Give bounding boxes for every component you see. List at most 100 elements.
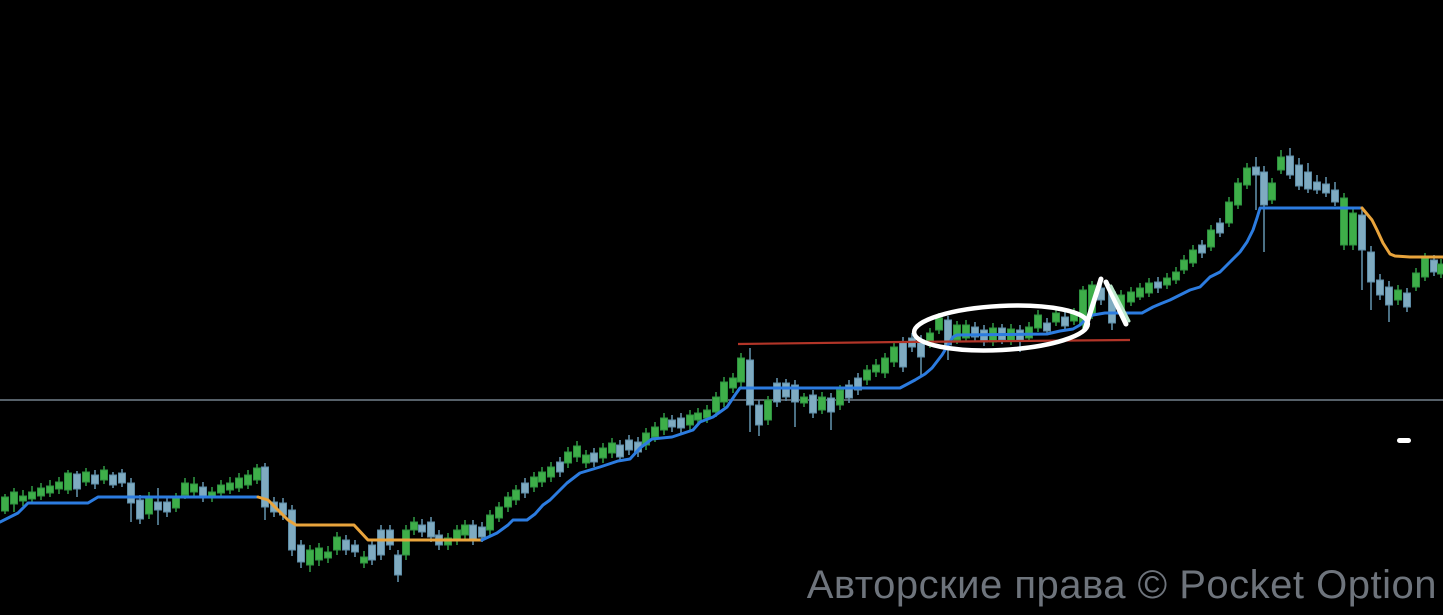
candle-bear [616,440,624,462]
candle-bull [872,359,880,377]
candle-body [720,381,728,403]
candle-bear [386,525,394,550]
candle-body [845,384,853,399]
candle-bear [944,316,952,360]
candle-bull [547,462,555,482]
candle-body [37,487,45,497]
candle-bull [190,477,198,496]
candle-body [694,412,702,421]
candle-body [394,554,402,576]
candle-body [971,326,979,338]
candle-body [1,496,9,512]
candle-body [1394,289,1402,301]
candle-bull [504,492,512,512]
candle-body [1189,249,1197,264]
candle-bull [19,490,27,506]
candle-bull [1268,178,1276,204]
candle-bull [712,392,720,417]
candle-body [1225,201,1233,224]
candle-bear [427,517,435,542]
candle-body [244,474,252,486]
candle-body [582,454,590,464]
candle-body [746,359,754,406]
candle-bull [582,450,590,468]
candle-body [1180,259,1188,271]
candle-bull [1034,310,1042,332]
candle-bear [261,463,269,520]
candle-body [625,439,633,451]
candle-bear [154,488,162,525]
candle-body [1127,291,1135,303]
candle-body [1421,257,1429,278]
candle-body [10,491,18,505]
candle-body [1145,282,1153,294]
candle-body [791,384,799,403]
candle-body [818,396,826,411]
candle-body [881,357,889,374]
candle-bear [1043,318,1051,335]
candle-body [55,481,63,490]
candle-bull [64,470,72,494]
candle-body [1358,214,1366,251]
copyright-watermark: Авторские права © Pocket Option [806,563,1437,607]
candle-body [324,551,332,559]
candle-bear [394,550,402,582]
candle-body [512,489,520,501]
candle-bear [1304,163,1312,193]
candle-bull [962,320,970,342]
candle-bear [1403,288,1411,312]
candle-bull [1437,259,1443,278]
candle-body [163,501,171,513]
candle-body [351,544,359,553]
candle-bull [863,365,871,385]
candle-body [1295,164,1303,187]
candle-body [564,451,572,464]
candle-body [226,482,234,491]
candle-body [1367,251,1375,283]
candle-bear [351,540,359,557]
candle-body [935,317,943,331]
candle-body [1286,155,1294,176]
candle-body [1207,229,1215,248]
candle-bull [800,393,808,407]
candle-body [377,529,385,556]
candle-body [1277,156,1285,171]
candle-body [1243,167,1251,186]
candle-body [616,444,624,458]
candle-bear [1322,177,1330,197]
candle-body [28,491,36,500]
candle-body [145,496,153,515]
resistance-line [737,338,1131,346]
candle-body [127,482,135,504]
candle-bull [1136,283,1144,300]
candle-bull [100,466,108,484]
candle-body [172,497,180,509]
candle-bear [746,348,754,432]
candle-bull [410,517,418,535]
candle-body [1412,272,1420,288]
candle-bull [333,532,341,555]
candle-body [1322,183,1330,194]
candle-bear [418,519,426,537]
candle-body [1268,182,1276,201]
candle-body [478,526,486,538]
candle-body [402,529,410,556]
candle-bear [1313,175,1321,194]
candle-body [729,377,737,389]
candle-bear [755,400,763,436]
candle-body [486,514,494,531]
candle-bull [37,483,45,500]
candle-bull [226,477,234,494]
candle-bull [1052,308,1060,326]
candle-body [19,495,27,502]
candle-bear [377,525,385,560]
candle-body [773,382,781,403]
candle-body [651,426,659,438]
candle-bear [1385,281,1393,322]
candle-bull [82,468,90,486]
candle-body [590,452,598,463]
candle-body [1403,292,1411,308]
candle-bull [217,480,225,497]
candle-bull [737,353,745,387]
